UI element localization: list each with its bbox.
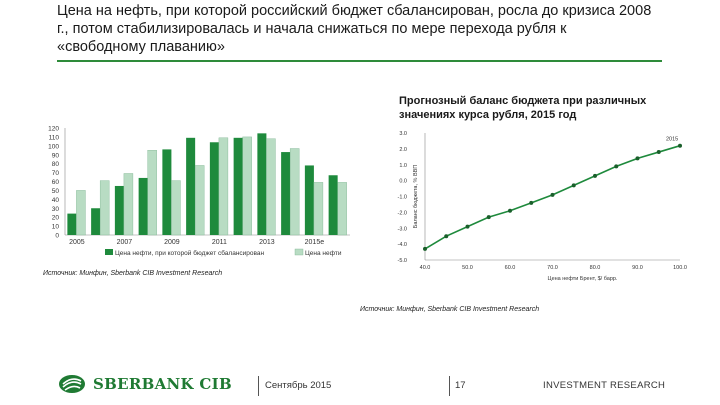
bar [257, 133, 267, 235]
legend-swatch [294, 248, 304, 256]
logo-text: SBERBANK CIB [93, 375, 232, 393]
bar [233, 137, 243, 235]
bar [123, 173, 134, 236]
sberbank-logo: SBERBANK CIB [57, 373, 232, 395]
bar [114, 185, 124, 235]
y-tick-label: 60 [52, 179, 60, 186]
y-tick-label: 2.0 [399, 147, 407, 153]
data-point [614, 164, 619, 169]
footer-separator [449, 376, 450, 396]
data-point [656, 150, 661, 155]
bar [289, 148, 300, 236]
bar [67, 213, 77, 235]
y-tick-label: -3.0 [398, 226, 407, 232]
y-tick-label: 30 [52, 206, 60, 213]
x-tick-label: 2009 [164, 239, 180, 246]
y-tick-label: -5.0 [398, 258, 407, 264]
x-tick-label: 40.0 [420, 265, 431, 271]
slide-title: Цена на нефть, при которой российский бю… [57, 3, 652, 55]
y-tick-label: 50 [52, 188, 60, 195]
page-number: 17 [455, 380, 466, 391]
y-tick-label: 70 [52, 170, 60, 177]
y-tick-label: 100 [48, 143, 59, 150]
y-tick-label: 110 [49, 134, 60, 141]
footer-separator [258, 376, 259, 396]
data-point [508, 208, 512, 213]
bar [218, 137, 229, 236]
bar [162, 149, 172, 235]
x-tick-label: 100.0 [673, 265, 687, 271]
footer-section: INVESTMENT RESEARCH [543, 380, 666, 391]
y-tick-label: 10 [52, 224, 60, 231]
y-tick-label: -2.0 [398, 210, 407, 216]
bar [281, 152, 291, 235]
y-tick-label: 1.0 [399, 163, 407, 169]
bar [99, 180, 110, 236]
x-tick-label: 2007 [117, 239, 133, 246]
legend-swatch [105, 249, 113, 255]
y-tick-label: 0 [55, 233, 59, 240]
bar [242, 136, 252, 236]
line-chart: 3.0 2.0 1.0 0.0 -1.0 -2.0 -3.0 -4.0 -5.0 40.0 50.0… [398, 131, 687, 282]
data-point [444, 234, 449, 239]
data-point [571, 183, 576, 188]
data-point [635, 156, 640, 161]
annotation-label: 2015 [666, 137, 678, 143]
bar [209, 142, 219, 235]
bar-chart-source: Источник: Минфин, Sberbank CIB Investmen… [43, 270, 223, 277]
data-point [486, 215, 491, 220]
bar [313, 182, 324, 236]
y-tick-label: 40 [52, 197, 60, 204]
series-line [424, 144, 681, 250]
x-tick-label: 2015e [305, 239, 325, 246]
bar [266, 138, 276, 236]
legend-label: Цена нефти [305, 250, 342, 257]
x-tick-label: 90.0 [632, 265, 643, 271]
y-tick-label: 80 [52, 161, 60, 168]
y-tick-label: -1.0 [398, 195, 407, 201]
title-divider [57, 60, 662, 62]
data-point [423, 246, 427, 251]
line-chart-title: Прогнозный баланс бюджета при различных … [399, 95, 647, 121]
x-tick-label: 60.0 [505, 265, 516, 271]
y-tick-label: -4.0 [398, 242, 407, 248]
bar [91, 208, 101, 235]
line-chart-source: Источник: Минфин, Sberbank CIB Investmen… [360, 306, 540, 313]
bar [76, 190, 86, 236]
data-point [593, 173, 597, 178]
y-axis-label: Баланс бюджета, % ВВП [413, 165, 419, 228]
footer-date: Сентябрь 2015 [265, 380, 332, 391]
bar [138, 177, 148, 235]
y-tick-label: 0.0 [399, 179, 407, 185]
data-point [465, 224, 470, 229]
x-tick-label: 2011 [212, 239, 227, 246]
bar [147, 150, 157, 236]
data-point [529, 200, 534, 205]
y-tick-label: 20 [52, 215, 60, 222]
sberbank-logo-icon [59, 375, 85, 393]
data-point [550, 192, 555, 197]
bar [171, 180, 181, 236]
bar [186, 137, 196, 235]
x-tick-label: 50.0 [462, 265, 473, 271]
y-tick-label: 3.0 [399, 131, 407, 137]
legend-label: Цена нефти, при которой бюджет сбалансир… [115, 249, 265, 257]
x-tick-label: 80.0 [590, 265, 601, 271]
x-tick-label: 2005 [69, 239, 85, 246]
x-axis-label: Цена нефти Брент, $/ барр. [548, 276, 618, 282]
y-tick-label: 90 [52, 152, 60, 159]
data-point [678, 143, 682, 148]
bar [328, 175, 338, 235]
bar [194, 165, 205, 236]
bar [304, 165, 314, 235]
x-tick-label: 2013 [259, 239, 275, 246]
y-tick-label: 120 [48, 126, 59, 133]
bar [337, 182, 347, 236]
x-tick-label: 70.0 [547, 265, 558, 271]
